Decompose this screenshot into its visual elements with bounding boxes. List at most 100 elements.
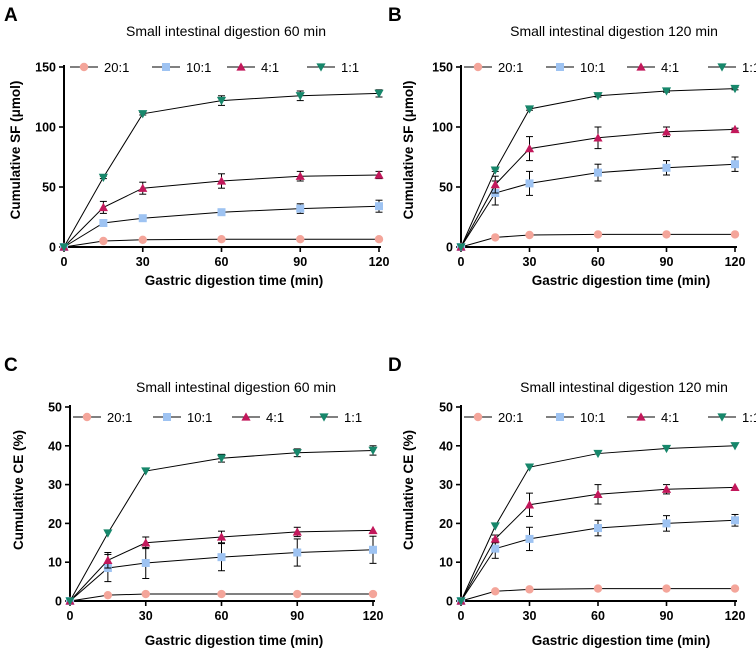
panel-d-series-1-to-1 (456, 442, 740, 606)
panel-c-y-tick-label: 20 (48, 517, 62, 531)
panel-b-legend-label-0: 20:1 (498, 60, 523, 75)
panel-d-legend-label-1: 10:1 (580, 410, 605, 425)
panel-a-x-tick-label: 0 (61, 255, 68, 269)
panel-b-point-1-to-1 (730, 84, 740, 94)
panel-d-point-20-to-1 (662, 584, 671, 593)
panel-d-point-20-to-1 (730, 584, 740, 593)
panel-d-point-4-to-1 (661, 484, 672, 493)
panel-c-line-20-to-1 (69, 593, 373, 602)
panel-c-point-20-to-1 (103, 590, 113, 600)
panel-b-series-4-to-1 (456, 124, 740, 251)
panel-d-line-20-to-1 (460, 588, 735, 602)
panel-b-legend-label-2: 4:1 (661, 60, 679, 75)
panel-d-point-1-to-1 (490, 522, 500, 531)
panel-b-point-4-to-1 (730, 124, 740, 134)
panel-b-y-tick-label: 100 (432, 121, 453, 135)
panel-d-legend-label-0: 20:1 (498, 410, 523, 425)
panel-c-x-tick-label: 0 (67, 609, 74, 623)
panel-c-line-4-to-1 (69, 529, 374, 602)
panel-d-y-tick-label: 10 (439, 556, 453, 570)
panel-b-point-20-to-1 (662, 230, 671, 239)
panel-b-legend-marker-2 (636, 62, 646, 71)
panel-a-legend-marker-2 (236, 62, 246, 71)
panel-d-legend-marker-1 (556, 413, 564, 421)
panel-b: B Small intestinal digestion 120 min Cum… (388, 5, 756, 288)
panel-a-legend: 20:1 10:1 4:1 1:1 (70, 60, 359, 75)
panel-b-point-10-to-1 (662, 163, 671, 172)
panel-b-x-tick-label: 0 (458, 255, 465, 269)
panel-letter-a: A (4, 5, 18, 26)
panel-a-legend-label-0: 20:1 (104, 60, 129, 75)
panel-c-point-4-to-1 (368, 525, 378, 535)
panel-c-series-1-to-1 (65, 445, 378, 606)
panel-d-point-10-to-1 (662, 519, 671, 528)
panel-b-point-4-to-1 (490, 180, 500, 189)
panel-d-point-20-to-1 (593, 584, 603, 593)
panel-a-point-1-to-1 (59, 243, 69, 252)
panel-c-series-4-to-1 (65, 525, 378, 605)
panel-b-legend-label-1: 10:1 (580, 60, 605, 75)
panel-a-point-10-to-1 (99, 219, 108, 227)
panel-c-point-1-to-1 (216, 454, 227, 463)
panel-a-y-tick-label: 0 (49, 241, 56, 255)
panel-b-legend-label-3: 1:1 (742, 60, 756, 75)
panel-a-series-1-to-1 (59, 89, 384, 252)
panel-c-point-4-to-1 (216, 532, 227, 541)
panel-d-series-4-to-1 (456, 482, 740, 605)
panel-d-point-4-to-1 (730, 482, 740, 491)
panel-c-x-tick-label: 120 (363, 609, 384, 623)
panel-b-legend-marker-3 (717, 63, 727, 72)
panel-c-line-1-to-1 (69, 449, 374, 602)
panel-d-point-4-to-1 (524, 500, 535, 509)
panel-b-y-tick-label: 50 (439, 181, 453, 195)
panel-c-point-4-to-1 (141, 538, 151, 547)
panel-a-point-4-to-1 (138, 183, 148, 192)
panel-b-point-10-to-1 (594, 168, 602, 177)
panel-d-x-tick-label: 60 (591, 609, 605, 623)
panel-b-x-tick-label: 30 (523, 255, 537, 269)
panel-c-point-1-to-1 (292, 449, 302, 458)
panel-d-point-10-to-1 (731, 516, 739, 525)
panel-b-series-1-to-1 (456, 84, 740, 252)
panel-b-y-axis-label: Cumulative SF (μmol) (401, 81, 416, 220)
panel-c-legend-label-0: 20:1 (107, 410, 132, 425)
panel-d-y-tick-label: 20 (439, 517, 453, 531)
panel-d-legend-marker-3 (717, 413, 727, 422)
panel-d-x-tick-label: 0 (458, 609, 465, 623)
panel-d-line-10-to-1 (460, 519, 736, 602)
panel-c-point-10-to-1 (217, 553, 226, 562)
panel-b-legend: 20:1 10:1 4:1 1:1 (464, 60, 756, 75)
panel-c-point-20-to-1 (141, 589, 150, 599)
panel-a-legend-marker-0 (79, 62, 89, 72)
panel-c-point-4-to-1 (292, 527, 302, 536)
panel-a-y-tick-label: 100 (35, 121, 56, 135)
panel-a-legend-label-1: 10:1 (186, 60, 211, 75)
panel-d-legend: 20:1 10:1 4:1 1:1 (464, 410, 756, 425)
panel-b-point-10-to-1 (525, 179, 534, 188)
panel-b-point-4-to-1 (661, 127, 672, 136)
panel-b-point-1-to-1 (524, 105, 535, 114)
panel-d-line-1-to-1 (460, 445, 736, 602)
panel-a-y-axis-label: Cumulative SF (μmol) (8, 81, 23, 220)
panel-c-point-1-to-1 (103, 529, 113, 538)
panel-b-line-4-to-1 (460, 128, 736, 248)
panel-c-point-10-to-1 (369, 545, 377, 554)
panel-a-point-10-to-1 (217, 208, 226, 217)
panel-a-point-1-to-1 (216, 96, 227, 106)
panel-b-point-10-to-1 (731, 160, 739, 169)
panel-b-legend-marker-0 (473, 62, 483, 72)
panel-d-point-1-to-1 (524, 463, 535, 472)
panel-c-y-tick-label: 40 (48, 439, 62, 453)
panel-d-point-10-to-1 (525, 534, 534, 543)
panel-a-x-tick-label: 90 (293, 255, 307, 269)
panel-b-point-4-to-1 (593, 133, 603, 142)
panel-c-line-10-to-1 (69, 549, 374, 602)
panel-d-point-20-to-1 (491, 587, 500, 596)
panel-b-point-20-to-1 (730, 230, 740, 239)
panel-d-point-20-to-1 (525, 585, 534, 594)
panel-c: C Small intestinal digestion 60 min Cumu… (4, 355, 383, 648)
panel-c-point-1-to-1 (368, 446, 378, 456)
panel-c-legend-marker-2 (241, 412, 251, 421)
panel-c-series-20-to-1 (65, 589, 378, 606)
